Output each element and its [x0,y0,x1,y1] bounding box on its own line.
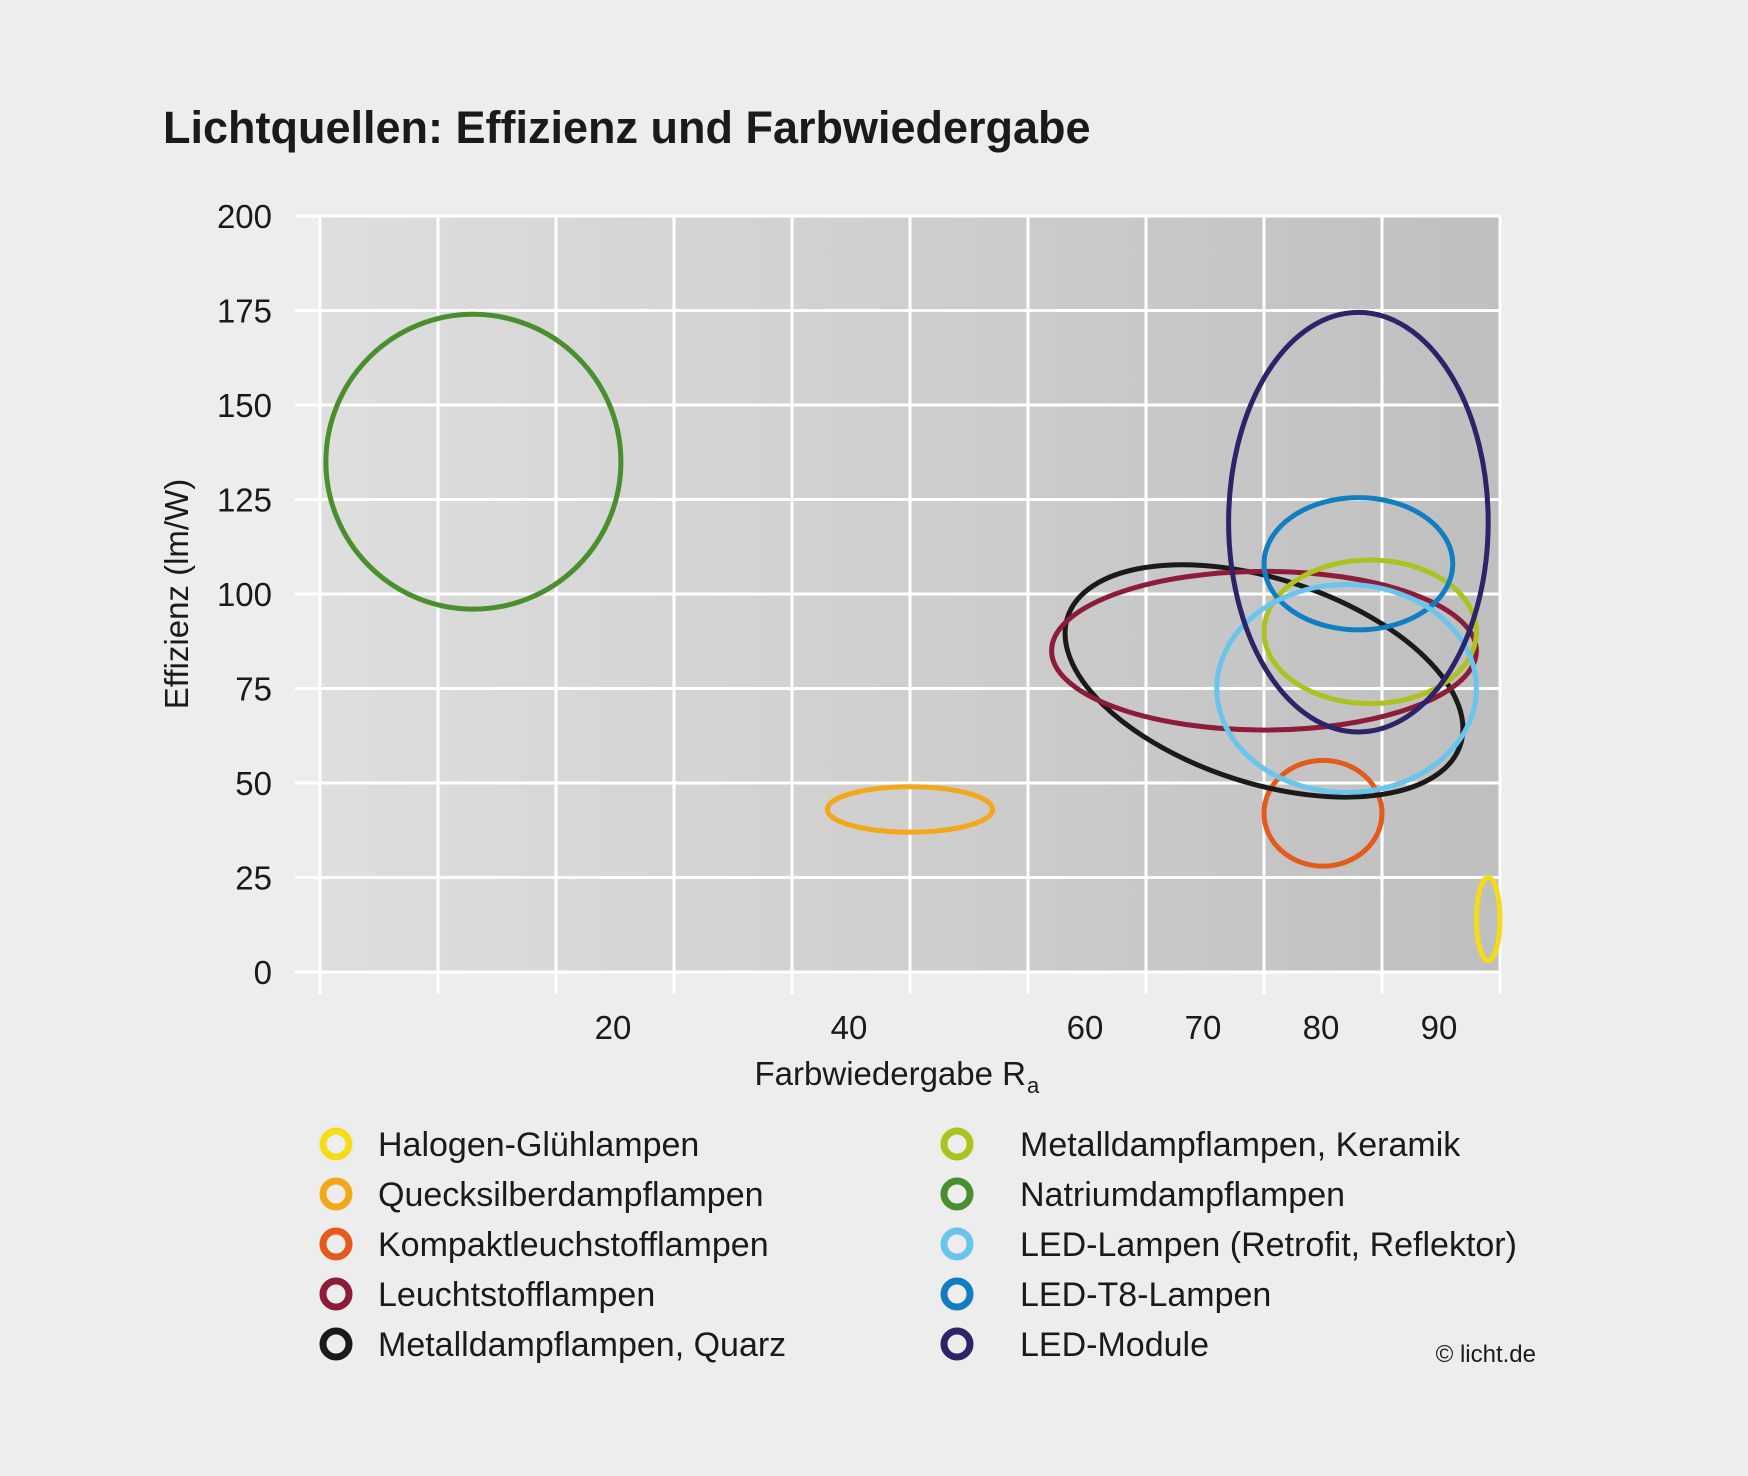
legend-label: LED-Module [1020,1326,1209,1364]
x-tick-label: 80 [1303,1009,1340,1046]
ellipse-led-lampen-retrofit-reflektor [1214,582,1479,795]
y-tick-label: 150 [217,387,272,424]
y-tick-label: 125 [217,482,272,519]
legend-marker [940,1227,974,1261]
legend-label: Quecksilberdampflampen [378,1176,764,1214]
x-axis-label: Farbwiedergabe R [755,1055,1026,1092]
ellipse-natriumdampflampen [323,311,624,612]
ellipse-metalldampflampen-keramik [1261,557,1479,707]
legend-label: Leuchtstofflampen [378,1276,655,1314]
legend-label: Halogen-Glühlampen [378,1126,699,1164]
legend-marker [940,1327,974,1361]
legend-marker [940,1277,974,1311]
x-tick-label: 90 [1421,1009,1458,1046]
x-tick-label: 60 [1067,1009,1104,1046]
y-tick-label: 25 [235,860,272,897]
legend-marker [940,1127,974,1161]
ellipse-metalldampflampen-quarz [1062,562,1466,800]
legend-marker [319,1277,353,1311]
data-ellipses [323,309,1503,964]
y-tick-label: 100 [217,576,272,613]
legend: Halogen-Glühlampen Quecksilberdampflampen… [319,1126,1517,1364]
y-tick-label: 75 [235,671,272,708]
x-tick-label: 20 [595,1009,632,1046]
legend-label: LED-T8-Lampen [1020,1276,1271,1314]
ellipse-quecksilberdampflampen [824,784,996,835]
y-tick-label: 175 [217,293,272,330]
legend-label: Metalldampflampen, Quarz [378,1326,786,1364]
legend-label: Natriumdampflampen [1020,1176,1345,1214]
legend-label: Metalldampflampen, Keramik [1020,1126,1461,1164]
legend-marker [319,1127,353,1161]
y-tick-label: 0 [254,954,272,991]
legend-marker [319,1177,353,1211]
y-axis-label: Effizienz (lm/W) [158,479,195,709]
ellipse-led-module [1226,309,1491,735]
legend-label: Kompaktleuchstofflampen [378,1226,769,1264]
y-axis-ticks: 0 25 50 75 100 125 150 175 200 [217,198,272,991]
legend-label: LED-Lampen (Retrofit, Reflektor) [1020,1226,1517,1264]
x-axis-ticks: 20 40 60 70 80 90 [595,1009,1458,1046]
y-tick-label: 200 [217,198,272,235]
x-tick-label: 70 [1185,1009,1222,1046]
y-tick-label: 50 [235,765,272,802]
legend-marker [940,1177,974,1211]
ellipse-halogen-glühlampen [1473,875,1503,964]
x-axis-label-subscript: a [1027,1073,1040,1098]
legend-marker [319,1327,353,1361]
legend-marker [319,1227,353,1261]
chart-title: Lichtquellen: Effizienz und Farbwiederga… [163,102,1091,153]
ellipse-led-t8-lampen [1261,495,1456,633]
credit-text: © licht.de [1436,1341,1536,1368]
ellipse-kompaktleuchstofflampen [1261,757,1385,869]
x-tick-label: 40 [831,1009,868,1046]
